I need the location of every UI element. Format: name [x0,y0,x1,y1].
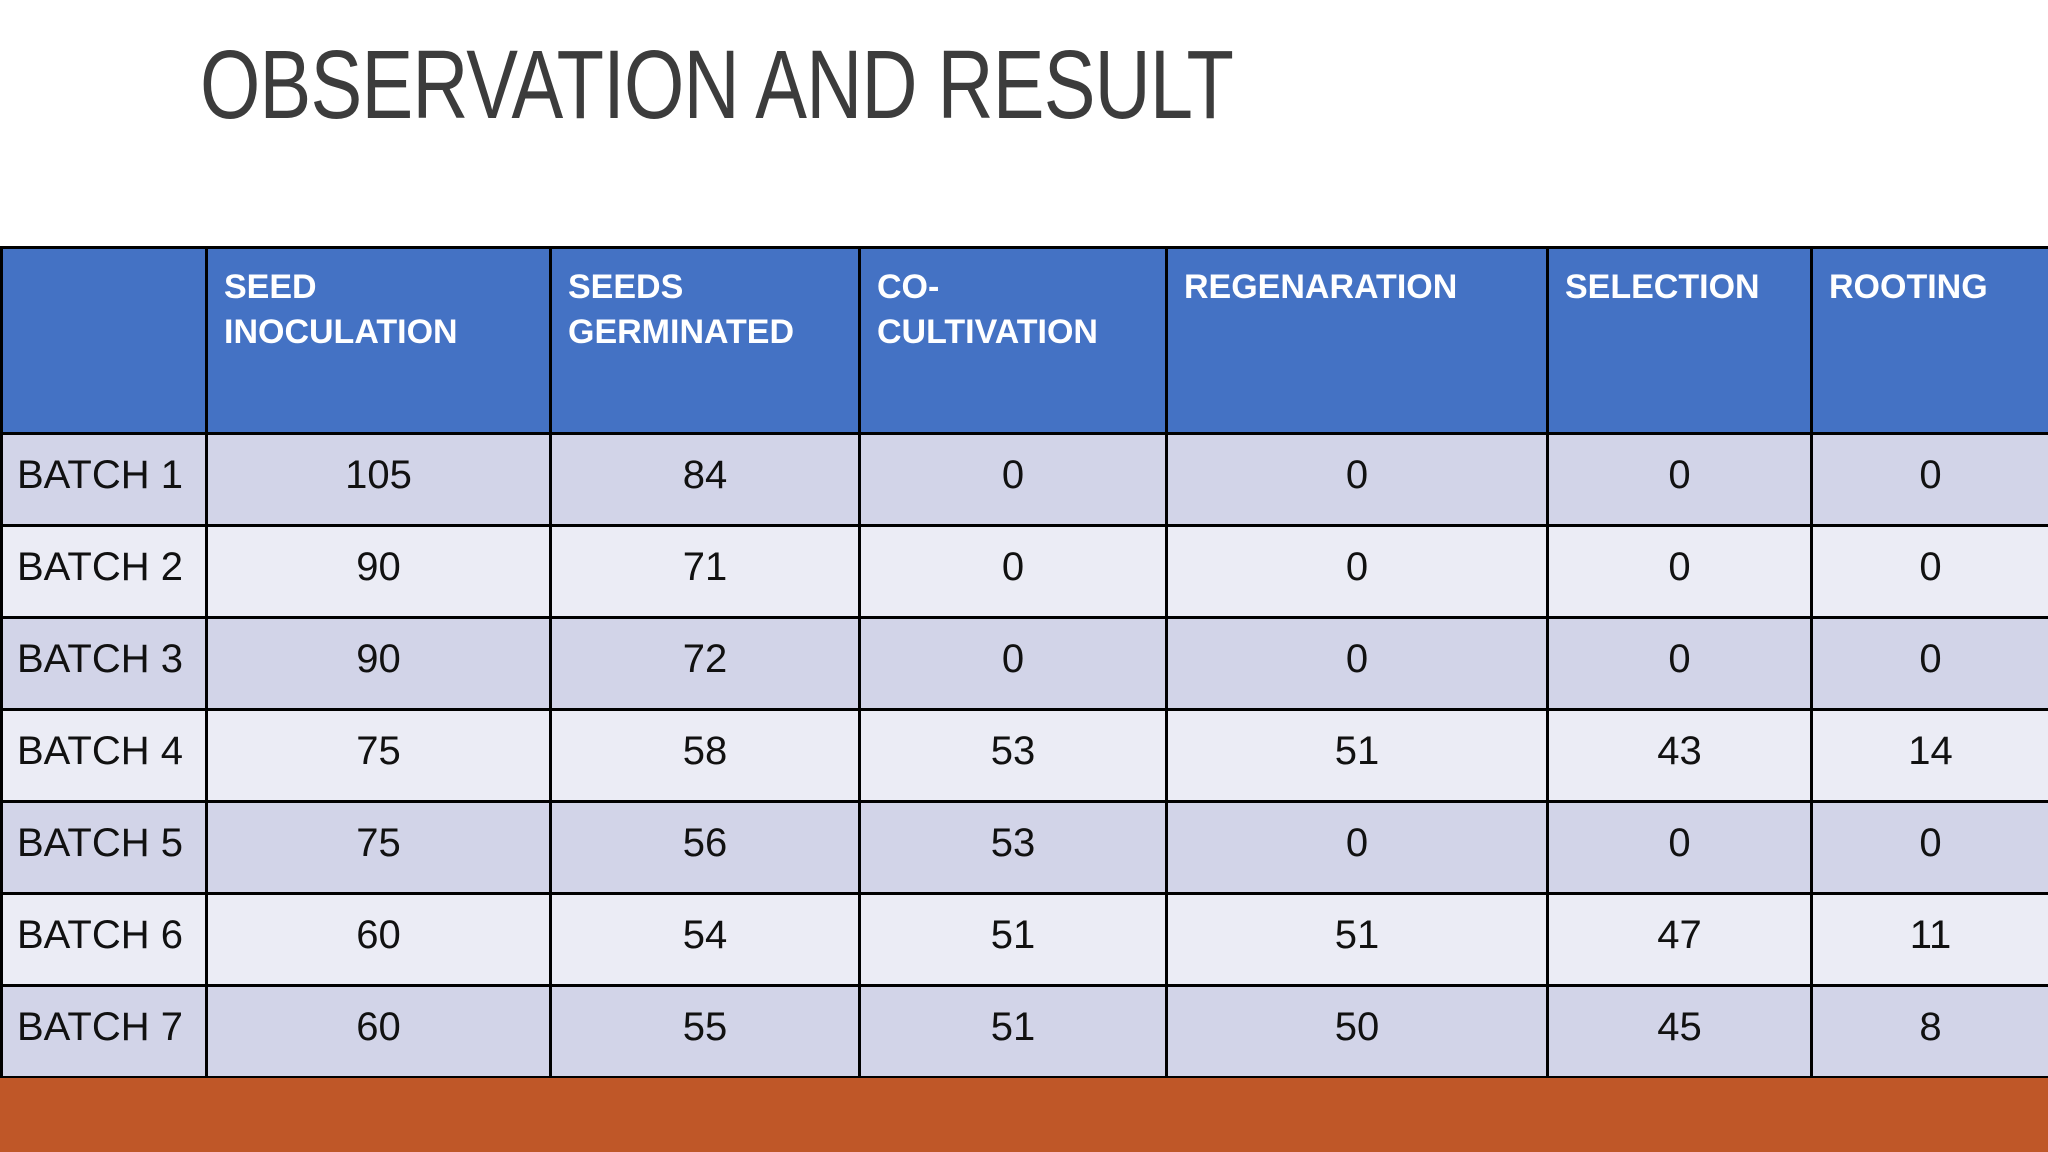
table-cell: 47 [1546,892,1813,987]
table-cell: 0 [1810,616,2048,711]
table-cell: 0 [1546,432,1813,527]
column-header-rooting: ROOTING [1810,246,2048,435]
table-cell: 0 [1165,800,1549,895]
row-header: BATCH 2 [0,524,208,619]
slide-title: OBSERVATION AND RESULT [200,30,1234,139]
table-cell: 43 [1546,708,1813,803]
table-header-row: SEED INOCULATION SEEDS GERMINATED CO- CU… [0,246,2048,435]
row-header: BATCH 7 [0,984,208,1079]
results-table: SEED INOCULATION SEEDS GERMINATED CO- CU… [0,246,2048,1079]
table-cell: 75 [205,708,552,803]
table-cell: 51 [858,892,1168,987]
row-header: BATCH 4 [0,708,208,803]
table-cell: 50 [1165,984,1549,1079]
table-cell: 8 [1810,984,2048,1079]
table-cell: 51 [858,984,1168,1079]
table-cell: 0 [858,432,1168,527]
table-cell: 60 [205,984,552,1079]
table-cell: 45 [1546,984,1813,1079]
table-cell: 75 [205,800,552,895]
table-row: BATCH 7 60 55 51 50 45 8 [0,984,2048,1079]
table-cell: 58 [549,708,861,803]
table-cell: 0 [1810,800,2048,895]
table-cell: 51 [1165,892,1549,987]
table-row: BATCH 6 60 54 51 51 47 11 [0,892,2048,987]
table-cell: 0 [858,524,1168,619]
row-header: BATCH 1 [0,432,208,527]
table-cell: 72 [549,616,861,711]
table-cell: 0 [1810,524,2048,619]
table-cell: 55 [549,984,861,1079]
table-cell: 0 [1546,524,1813,619]
table-cell: 0 [1810,432,2048,527]
column-header-co-cultivation: CO- CULTIVATION [858,246,1168,435]
table-cell: 56 [549,800,861,895]
table-row: BATCH 2 90 71 0 0 0 0 [0,524,2048,619]
table-cell: 54 [549,892,861,987]
table-cell: 51 [1165,708,1549,803]
table-cell: 90 [205,616,552,711]
table-cell: 0 [1546,800,1813,895]
table-cell: 105 [205,432,552,527]
row-header: BATCH 3 [0,616,208,711]
table-row: BATCH 4 75 58 53 51 43 14 [0,708,2048,803]
table-cell: 14 [1810,708,2048,803]
table-cell: 60 [205,892,552,987]
table-cell: 84 [549,432,861,527]
table-cell: 53 [858,708,1168,803]
table-cell: 90 [205,524,552,619]
table-cell: 0 [1165,432,1549,527]
table-cell: 53 [858,800,1168,895]
table-cell: 0 [1165,616,1549,711]
accent-bar [0,1078,2048,1152]
row-header: BATCH 5 [0,800,208,895]
table-cell: 71 [549,524,861,619]
column-header-regenaration: REGENARATION [1165,246,1549,435]
column-header-seed-inoculation: SEED INOCULATION [205,246,552,435]
table-row: BATCH 3 90 72 0 0 0 0 [0,616,2048,711]
table-row: BATCH 1 105 84 0 0 0 0 [0,432,2048,527]
column-header-selection: SELECTION [1546,246,1813,435]
column-header-seeds-germinated: SEEDS GERMINATED [549,246,861,435]
table-cell: 11 [1810,892,2048,987]
row-header: BATCH 6 [0,892,208,987]
table-corner-cell [0,246,208,435]
table-cell: 0 [858,616,1168,711]
table-row: BATCH 5 75 56 53 0 0 0 [0,800,2048,895]
table-cell: 0 [1546,616,1813,711]
table-cell: 0 [1165,524,1549,619]
